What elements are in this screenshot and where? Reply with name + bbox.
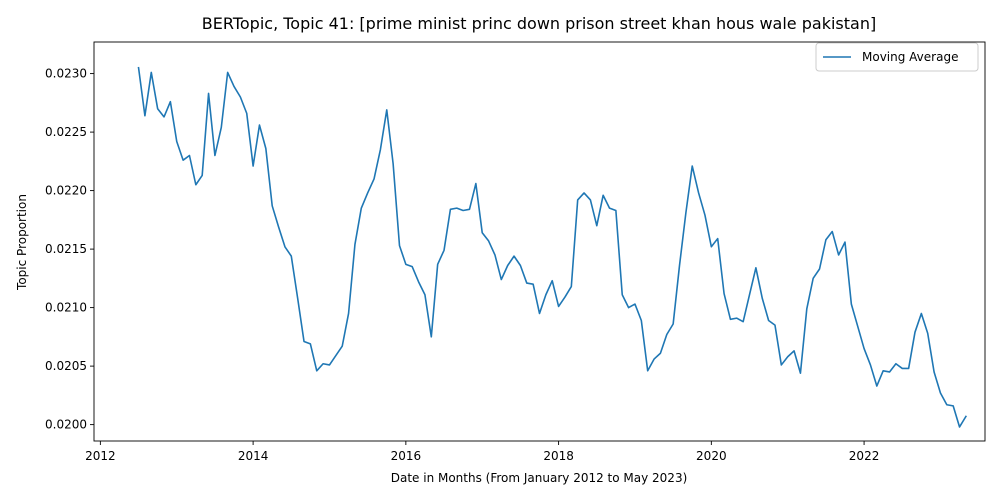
x-tick-label: 2018	[543, 449, 574, 463]
legend-box	[815, 42, 979, 72]
plot-area-frame	[93, 41, 986, 442]
x-tick-label: 2022	[849, 449, 880, 463]
y-tick-label: 0.0210	[45, 301, 87, 315]
y-tick-label: 0.0225	[45, 125, 87, 139]
x-tick-label: 2012	[85, 449, 116, 463]
y-axis-label: Topic Proportion	[15, 194, 29, 291]
legend: Moving Average	[815, 42, 979, 72]
y-tick-label: 0.0230	[45, 67, 87, 81]
x-tick-label: 2016	[391, 449, 422, 463]
legend-label-moving-average: Moving Average	[862, 50, 958, 64]
y-tick-label: 0.0215	[45, 242, 87, 256]
series-line-moving-average	[137, 66, 968, 428]
x-axis-label: Date in Months (From January 2012 to May…	[391, 471, 688, 485]
y-tick-label: 0.0200	[45, 418, 87, 432]
x-tick-label: 2020	[696, 449, 727, 463]
x-tick-label: 2014	[238, 449, 269, 463]
y-tick-label: 0.0205	[45, 359, 87, 373]
y-tick-label: 0.0220	[45, 184, 87, 198]
y-axis-ticks: 0.0200 0.0205 0.0210 0.0215 0.0220 0.0225 0.02…	[45, 67, 94, 432]
x-axis-ticks: 2012 2014 2016 2018 2020 2022	[85, 441, 879, 463]
chart-title: BERTopic, Topic 41: [prime minist princ …	[202, 14, 876, 33]
